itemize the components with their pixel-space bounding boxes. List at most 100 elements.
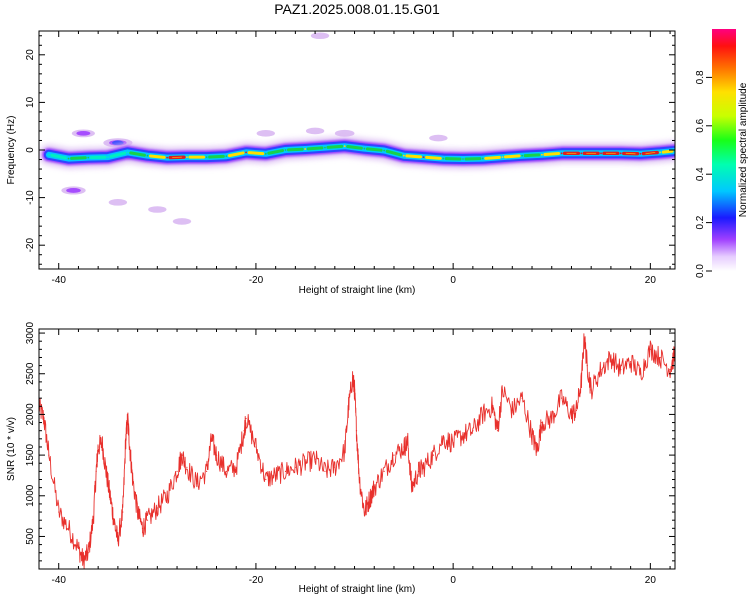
ridge-point bbox=[640, 153, 642, 155]
snr-point bbox=[211, 438, 212, 439]
colorbar-tick-label: 0.8 bbox=[695, 70, 706, 84]
snr-point bbox=[411, 487, 412, 488]
ridge-point bbox=[206, 156, 208, 158]
snr-point bbox=[581, 381, 582, 382]
snr-point bbox=[630, 361, 631, 362]
ridge-point bbox=[521, 155, 523, 157]
snr-point bbox=[122, 511, 123, 512]
snr-point bbox=[113, 520, 114, 521]
ridge-segment bbox=[407, 156, 421, 157]
snr-point bbox=[384, 471, 385, 472]
snr-point bbox=[418, 471, 419, 472]
snr-point bbox=[600, 369, 601, 370]
snr-point bbox=[83, 560, 84, 561]
snr-point bbox=[98, 446, 99, 447]
snr-point bbox=[226, 471, 227, 472]
ridge-segment bbox=[72, 158, 86, 159]
spectrogram-xtick-label: -20 bbox=[249, 275, 264, 286]
spectrogram-ytick-label: 0 bbox=[25, 147, 36, 153]
ridge-segment bbox=[328, 146, 342, 147]
snr-point bbox=[334, 467, 335, 468]
snr-point bbox=[295, 467, 296, 468]
snr-point bbox=[255, 446, 256, 447]
snr-point bbox=[512, 410, 513, 411]
ridge-point bbox=[285, 149, 287, 151]
snr-point bbox=[324, 471, 325, 472]
spectral-blob bbox=[109, 199, 127, 206]
ridge-point bbox=[620, 152, 622, 154]
snr-point bbox=[502, 389, 503, 390]
spectral-blob bbox=[257, 130, 275, 137]
snr-point bbox=[181, 455, 182, 456]
ridge-point bbox=[225, 155, 227, 157]
spectral-blob bbox=[429, 135, 447, 142]
snr-plot-area bbox=[38, 334, 675, 569]
snr-point bbox=[344, 450, 345, 451]
snr-point bbox=[472, 430, 473, 431]
snr-point bbox=[356, 430, 357, 431]
spectral-blob bbox=[148, 206, 166, 213]
ridge-segment bbox=[663, 151, 672, 152]
snr-ytick-label: 2500 bbox=[25, 362, 36, 385]
snr-point bbox=[348, 406, 349, 407]
snr-xtick-label: -20 bbox=[249, 575, 264, 586]
snr-point bbox=[142, 528, 143, 529]
snr-point bbox=[147, 520, 148, 521]
snr-point bbox=[78, 548, 79, 549]
ridge-point bbox=[245, 151, 247, 153]
colorbar-ticks: 0.00.20.40.60.8 bbox=[695, 70, 712, 278]
colorbar-tick-label: 0.0 bbox=[695, 264, 706, 278]
ridge-point bbox=[659, 151, 661, 153]
snr-point bbox=[125, 438, 126, 439]
snr-ytick-label: 500 bbox=[25, 528, 36, 545]
snr-point bbox=[236, 467, 237, 468]
ridge-segment bbox=[505, 156, 519, 157]
spectral-blob bbox=[173, 218, 191, 225]
ridge-point bbox=[147, 155, 149, 157]
ridge-segment bbox=[289, 149, 303, 150]
snr-point bbox=[620, 369, 621, 370]
snr-point bbox=[243, 430, 244, 431]
snr-point bbox=[216, 455, 217, 456]
snr-point bbox=[58, 511, 59, 512]
snr-point bbox=[584, 337, 585, 338]
ridge-segment bbox=[210, 156, 224, 157]
snr-point bbox=[117, 540, 118, 541]
snr-point bbox=[364, 511, 365, 512]
ridge-point bbox=[265, 153, 267, 155]
snr-point bbox=[453, 442, 454, 443]
snr-point bbox=[352, 377, 353, 378]
spectral-blob bbox=[311, 32, 329, 39]
snr-point bbox=[167, 495, 168, 496]
ridge-point bbox=[127, 151, 129, 153]
snr-point bbox=[650, 349, 651, 350]
snr-point bbox=[48, 455, 49, 456]
spectral-blob-core bbox=[76, 131, 90, 136]
ridge-point bbox=[580, 152, 582, 154]
ridge-segment bbox=[249, 153, 263, 154]
ridge-point bbox=[68, 158, 70, 160]
spectrogram-ytick-label: 10 bbox=[25, 96, 36, 108]
snr-point bbox=[359, 479, 360, 480]
snr-point bbox=[132, 479, 133, 480]
ridge-point bbox=[166, 157, 168, 159]
ridge-point bbox=[561, 152, 563, 154]
spectrogram-ytick-label: -20 bbox=[25, 238, 36, 253]
spectrogram-ytick-label: 20 bbox=[25, 49, 36, 61]
snr-point bbox=[591, 389, 592, 390]
ridge-point bbox=[482, 158, 484, 160]
snr-point bbox=[354, 389, 355, 390]
spectral-blob-core bbox=[66, 188, 81, 193]
snr-point bbox=[587, 365, 588, 366]
ridge-point bbox=[304, 148, 306, 150]
ridge-point bbox=[423, 156, 425, 158]
snr-point bbox=[536, 450, 537, 451]
ridge-point bbox=[87, 157, 89, 159]
colorbar-tick-label: 0.6 bbox=[695, 118, 706, 132]
colorbar-gradient bbox=[712, 29, 736, 271]
ridge-segment bbox=[545, 154, 559, 155]
snr-xtick-label: 0 bbox=[450, 575, 456, 586]
snr-point bbox=[403, 446, 404, 447]
